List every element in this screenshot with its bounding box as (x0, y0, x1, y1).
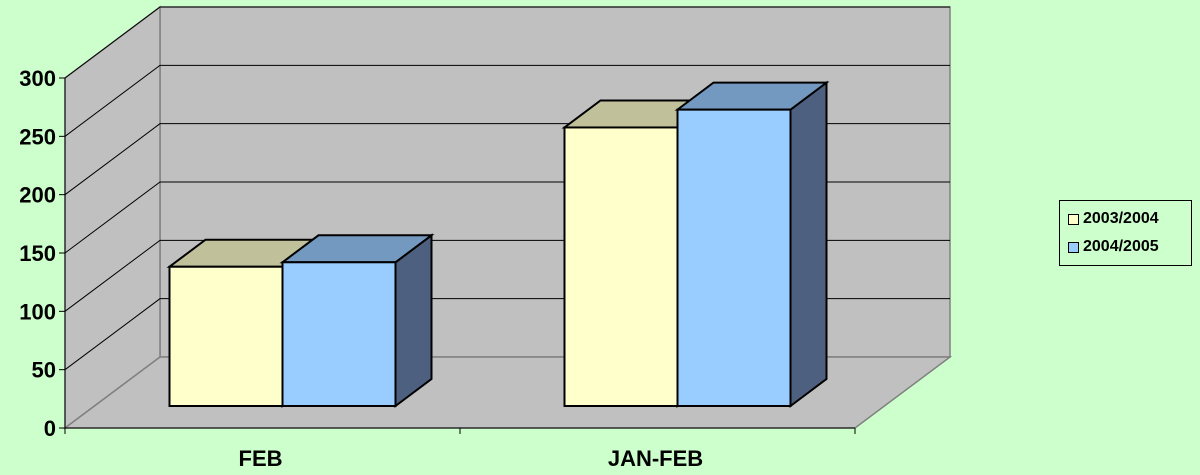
legend-swatch-2 (1068, 241, 1079, 253)
y-tick-label: 100 (19, 299, 56, 324)
bar-side (789, 80, 828, 408)
legend-swatch-1 (1068, 213, 1079, 225)
bar-front (676, 108, 792, 408)
bar-jan-feb-2004-2005 (674, 80, 830, 408)
legend-label-2: 2004/2005 (1083, 238, 1159, 255)
category-label: JAN-FEB (608, 446, 703, 471)
y-tick-label: 50 (32, 358, 56, 383)
bar-front (563, 126, 679, 407)
y-tick-label: 200 (19, 183, 56, 208)
y-tick-label: 150 (19, 241, 56, 266)
y-tick-labels: 0 50 100 150 200 250 300 (19, 66, 56, 441)
legend: 2003/2004 2004/2005 (1059, 200, 1192, 266)
legend-item-1: 2003/2004 (1068, 209, 1159, 229)
y-tick-label: 300 (19, 66, 56, 91)
bar-front (281, 261, 397, 407)
y-tick-label: 0 (44, 416, 56, 441)
category-label: FEB (239, 446, 283, 471)
legend-item-2: 2004/2005 (1068, 237, 1159, 257)
category-labels: FEB JAN-FEB (239, 446, 704, 471)
bars (166, 80, 830, 408)
bar-feb-2004-2005 (279, 233, 435, 408)
bar-front (168, 265, 284, 407)
legend-label-1: 2003/2004 (1083, 210, 1159, 227)
axes (59, 77, 856, 434)
gridline (64, 64, 950, 137)
gridline (64, 6, 950, 79)
bar-side (394, 233, 433, 408)
y-tick-label: 250 (19, 124, 56, 149)
